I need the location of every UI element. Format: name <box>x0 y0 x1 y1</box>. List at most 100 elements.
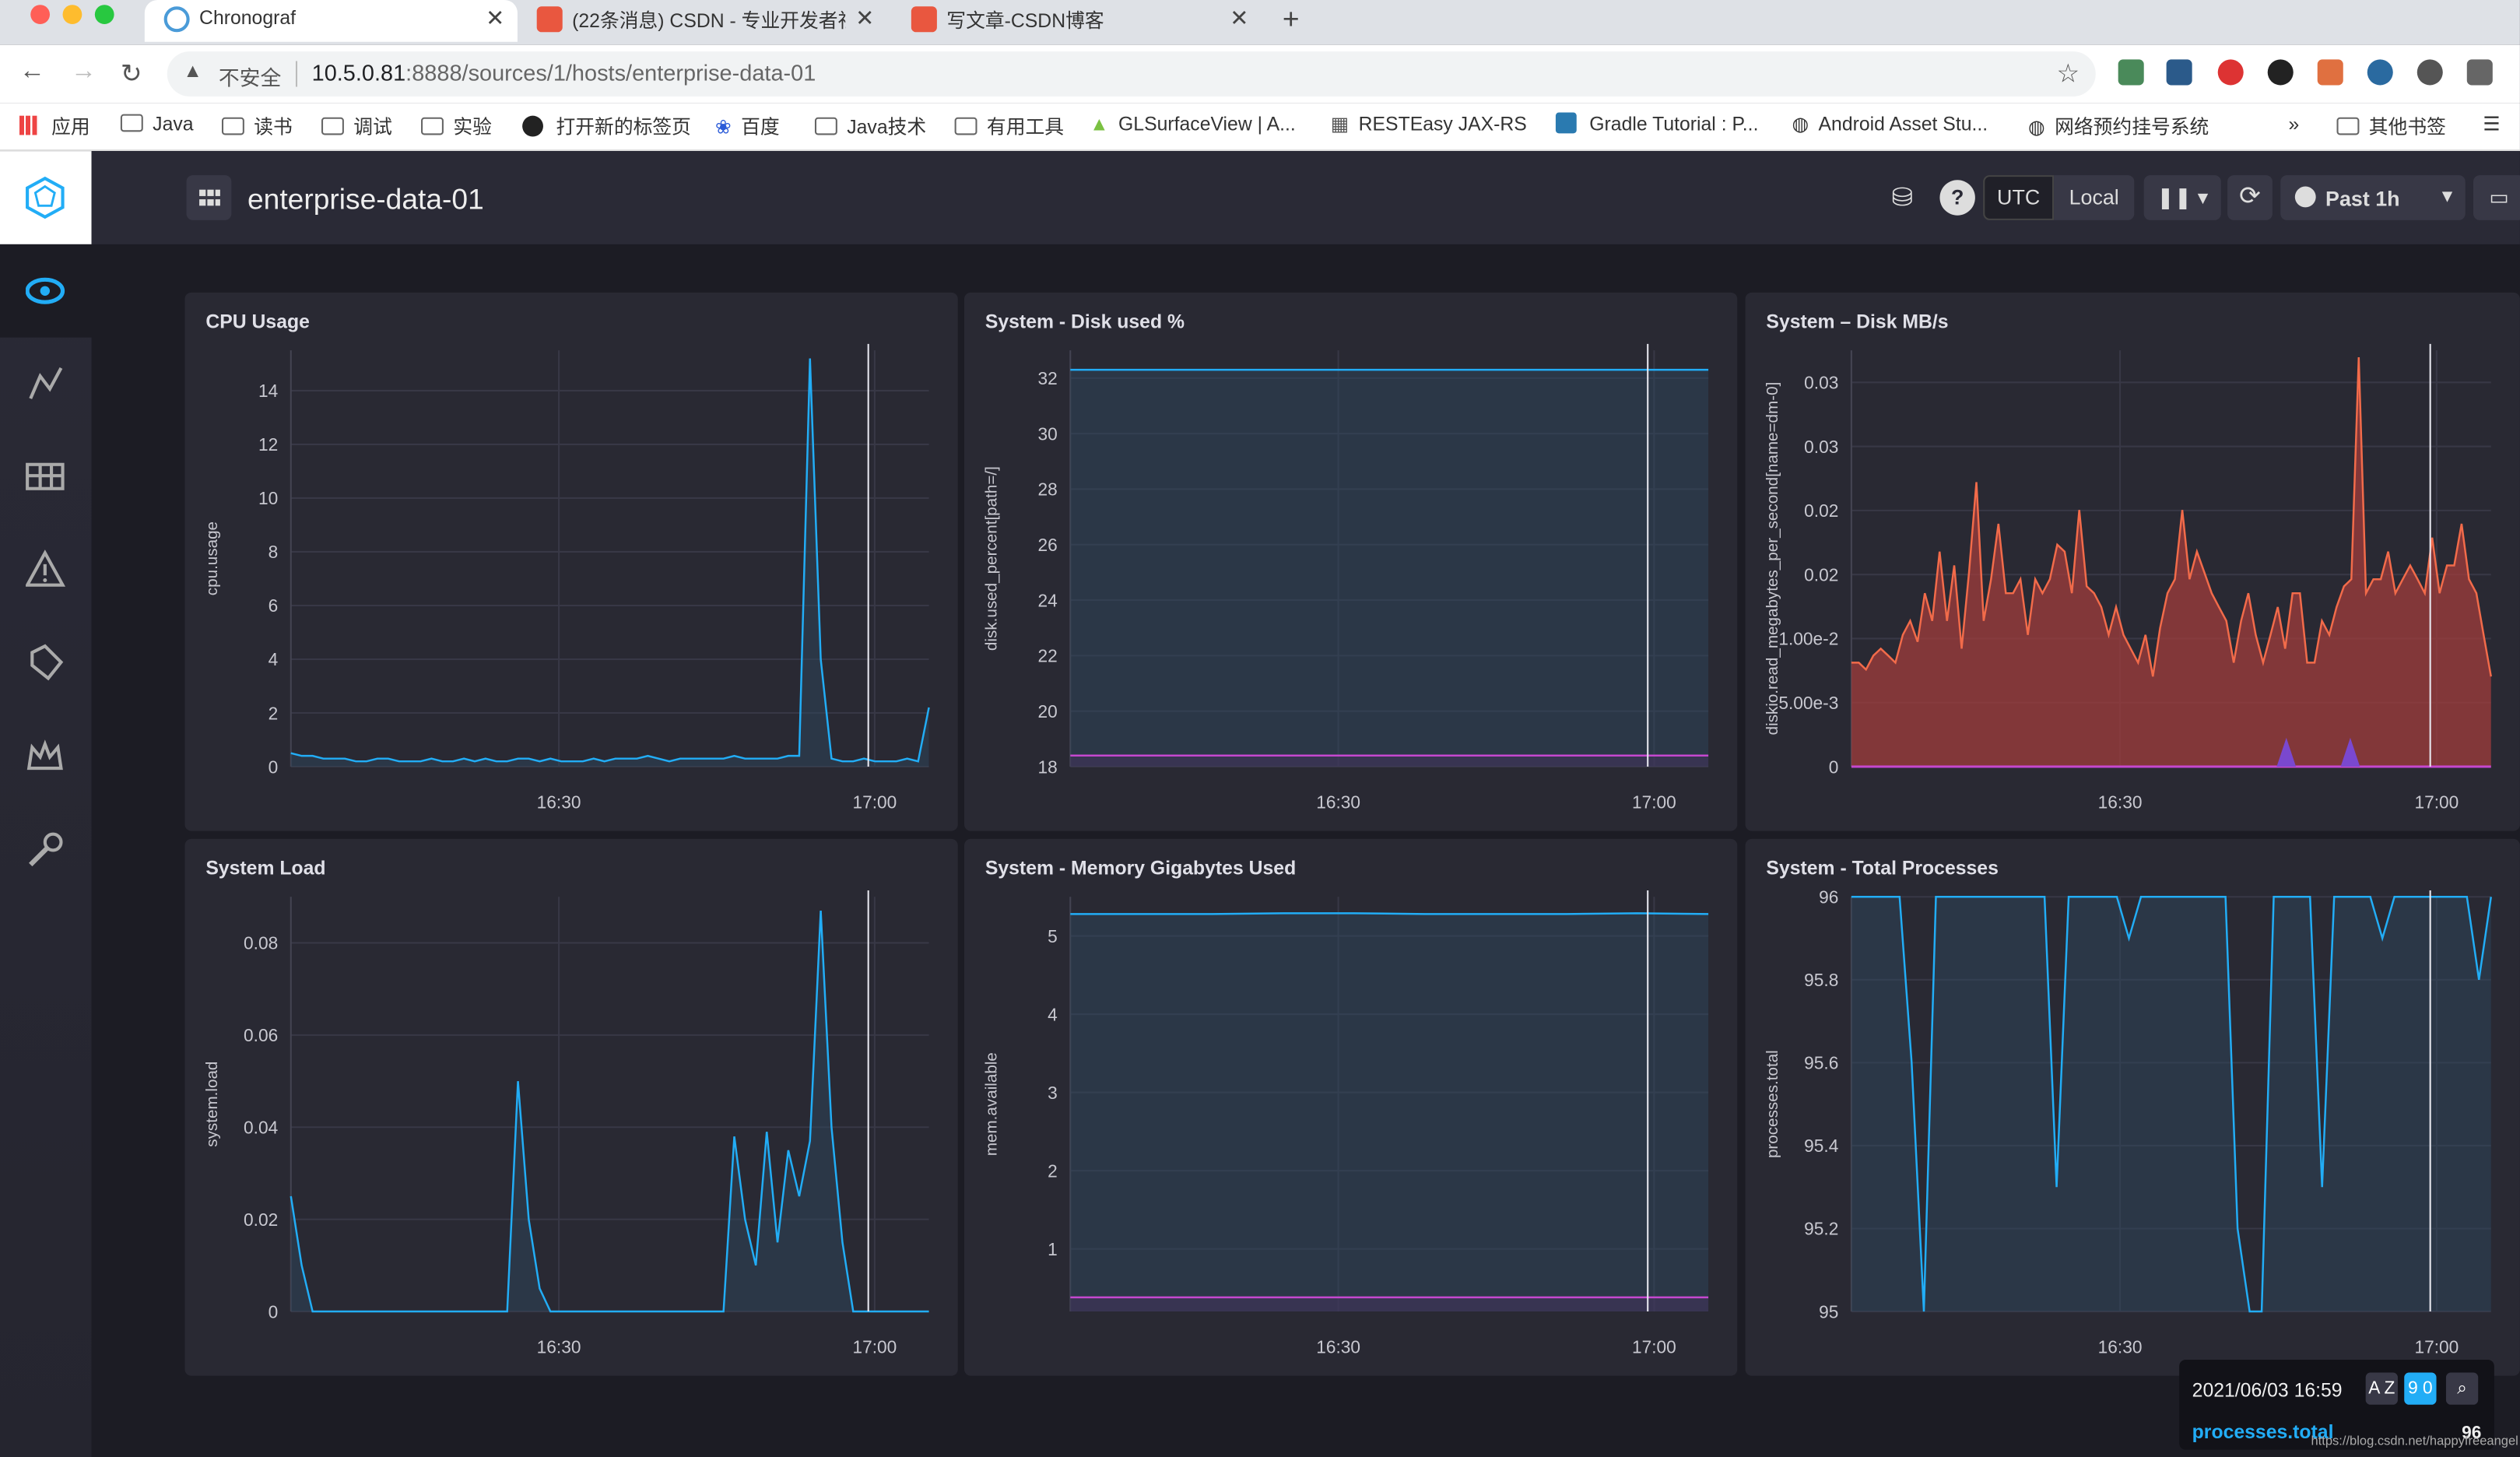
close-window-dot[interactable] <box>30 5 51 24</box>
back-arrow-icon[interactable]: ← <box>19 58 45 86</box>
disk-used-chart[interactable]: 18 20 22 24 26 28 30 32 16:30 17:00 disk.used_perc… <box>964 293 1737 831</box>
y-axis-label: system.load <box>203 1062 221 1147</box>
infinity-extension-icon[interactable] <box>2267 59 2294 86</box>
reload-icon[interactable]: ↻ <box>120 61 142 89</box>
total-processes-chart[interactable]: 95 95.2 95.4 95.6 95.8 96 16:30 17:00 processes.… <box>1746 839 2520 1376</box>
x-tick-label: 16:30 <box>2098 792 2143 813</box>
maximize-window-dot[interactable] <box>94 5 114 24</box>
series-line <box>1070 912 1709 915</box>
sidebar-item-configuration[interactable] <box>0 804 92 897</box>
sidebar-item-log-viewer[interactable] <box>0 617 92 711</box>
bookmark-reading[interactable]: 读书 <box>221 113 293 140</box>
sidebar-item-host-list[interactable] <box>0 244 92 338</box>
y-tick-label: 0.02 <box>1804 500 1838 521</box>
reading-list-icon[interactable]: ☰ <box>2483 112 2501 135</box>
y-tick-label: 4 <box>1048 1004 1058 1024</box>
refresh-button[interactable]: ⟳ <box>2227 175 2273 220</box>
utc-button[interactable]: UTC <box>1983 175 2055 220</box>
bookmark-experiment[interactable]: 实验 <box>421 113 492 140</box>
tab-close-icon[interactable]: ✕ <box>855 5 875 31</box>
bookmark-other[interactable]: 其他书签 <box>2336 113 2446 140</box>
search-icon[interactable]: ⌕ <box>2445 1372 2479 1405</box>
browser-extension-icon[interactable] <box>2367 59 2393 86</box>
y-tick-label: 0 <box>1829 757 1839 777</box>
translate-extension-icon[interactable] <box>2118 59 2144 86</box>
tab-close-icon[interactable]: ✕ <box>486 5 505 31</box>
series-line <box>290 910 929 1313</box>
y-tick-label: 0.02 <box>244 1209 278 1230</box>
memory-chart[interactable]: 1 2 3 4 5 16:30 17:00 mem.available <box>964 839 1737 1376</box>
bookmark-java-tech[interactable]: Java技术 <box>814 113 926 140</box>
cpu-usage-chart[interactable]: 0 2 4 6 8 10 12 14 16:30 17:00 cpu.usage <box>184 293 957 831</box>
wrench-icon <box>29 832 63 867</box>
tab-close-icon[interactable]: ✕ <box>1230 5 1249 31</box>
minimize-window-dot[interactable] <box>62 5 82 24</box>
bookmarks-overflow[interactable]: » <box>2288 112 2300 135</box>
bookmark-baidu[interactable]: ❀ 百度 <box>715 113 780 140</box>
tab-csdn[interactable]: (22条消息) CSDN - 专业开发者社 ✕ <box>518 0 887 42</box>
bookmark-java[interactable]: Java <box>120 113 194 135</box>
bookmark-label: RESTEasy JAX-RS <box>1358 112 1527 135</box>
bookmark-label: Gradle Tutorial : P... <box>1589 112 1759 135</box>
help-icon[interactable]: ? <box>1939 180 1975 216</box>
omnibox[interactable]: ▲ 不安全 10.5.0.81:8888/sources/1/hosts/ent… <box>167 51 2096 97</box>
y-tick-label: 5 <box>1048 926 1058 946</box>
tab-csdn-write[interactable]: 写文章-CSDN博客 ✕ <box>892 0 1262 42</box>
new-tab-button[interactable]: + <box>1282 3 1300 36</box>
forward-arrow-icon[interactable]: → <box>70 58 97 86</box>
sidebar-item-explore[interactable] <box>0 338 92 431</box>
bookmark-label: 有用工具 <box>986 115 1065 139</box>
sort-numeric-button[interactable]: 9 0 <box>2404 1372 2437 1405</box>
local-button[interactable]: Local <box>2054 175 2135 220</box>
bookmark-debug[interactable]: 调试 <box>321 113 392 140</box>
disk-mbs-chart[interactable]: 0 5.00e-3 1.00e-2 0.02 0.02 0.03 0.03 16:30 17:0… <box>1746 293 2520 831</box>
folder-icon <box>221 117 244 135</box>
extensions-puzzle-icon[interactable] <box>2466 59 2493 86</box>
series-line <box>1851 357 2492 677</box>
pause-autorefresh-button[interactable]: ❚❚ ▾ <box>2143 175 2221 220</box>
y-tick-label: 5.00e-3 <box>1778 693 1838 713</box>
bookmark-new-tab[interactable]: 打开新的标签页 <box>522 113 691 140</box>
sidebar-item-alerts[interactable] <box>0 524 92 617</box>
tab-title: Chronograf <box>199 6 297 30</box>
y-axis-label: mem.available <box>982 1052 1000 1156</box>
bookmark-star-icon[interactable]: ☆ <box>2056 61 2080 89</box>
bookmark-tools[interactable]: 有用工具 <box>954 113 1065 140</box>
y-tick-label: 24 <box>1038 590 1058 610</box>
puzzle-extension-icon[interactable] <box>2416 59 2443 86</box>
globe-icon: ◍ <box>1792 112 1809 135</box>
url-text[interactable]: 10.5.0.81:8888/sources/1/hosts/enterpris… <box>312 59 816 85</box>
bookmark-apps[interactable]: 应用 <box>19 113 90 140</box>
sidebar-item-dashboards[interactable] <box>0 430 92 524</box>
panel-cpu-usage: CPU Usage 0 2 4 6 8 10 12 14 16:30 17:00 cpu.usage <box>184 292 958 831</box>
y-tick-label: 0.03 <box>1804 373 1838 393</box>
chronograf-logo[interactable] <box>0 151 92 244</box>
y-tick-label: 12 <box>258 434 278 455</box>
y-tick-label: 1.00e-2 <box>1778 629 1838 649</box>
tooltip-timestamp: 2021/06/03 16:59 <box>2192 1378 2343 1402</box>
y-tick-label: 1 <box>1048 1239 1058 1259</box>
bookmark-hospital[interactable]: ◍ 网络预约挂号系统 <box>2028 113 2209 140</box>
x-tick-label: 16:30 <box>1316 792 1360 813</box>
system-load-chart[interactable]: 0 0.02 0.04 0.06 0.08 16:30 17:00 system.load <box>184 839 957 1376</box>
database-icon[interactable]: ⛁ <box>1891 184 1914 212</box>
m-extension-icon[interactable] <box>2166 59 2192 86</box>
time-range-dropdown[interactable]: Past 1h ▾ <box>2280 175 2466 220</box>
tab-chronograf[interactable]: Chronograf ✕ <box>144 0 518 42</box>
panel-title: System - Memory Gigabytes Used <box>984 856 1297 879</box>
adblock-extension-icon[interactable] <box>2217 59 2244 86</box>
y-tick-label: 30 <box>1038 423 1058 444</box>
host-list-grid-button[interactable] <box>186 175 232 220</box>
fullscreen-button[interactable]: ▭ <box>2473 175 2520 220</box>
bookmark-android-asset[interactable]: ◍ Android Asset Stu... <box>1792 113 1988 135</box>
bookmark-gradle[interactable]: Gradle Tutorial : P... <box>1555 112 1759 135</box>
y-axis-label: cpu.usage <box>203 521 221 595</box>
y-tick-label: 22 <box>1038 646 1058 666</box>
series-line <box>1851 896 2492 1313</box>
bookmark-resteasy[interactable]: ▦ RESTEasy JAX-RS <box>1331 113 1527 135</box>
bookmark-glsurfaceview[interactable]: ▲ GLSurfaceView | A... <box>1090 113 1296 135</box>
sort-alpha-button[interactable]: A Z <box>2365 1372 2398 1405</box>
network-extension-icon[interactable] <box>2317 59 2343 86</box>
warning-triangle-icon: ▲ <box>183 59 202 83</box>
sidebar-item-admin[interactable] <box>0 711 92 804</box>
